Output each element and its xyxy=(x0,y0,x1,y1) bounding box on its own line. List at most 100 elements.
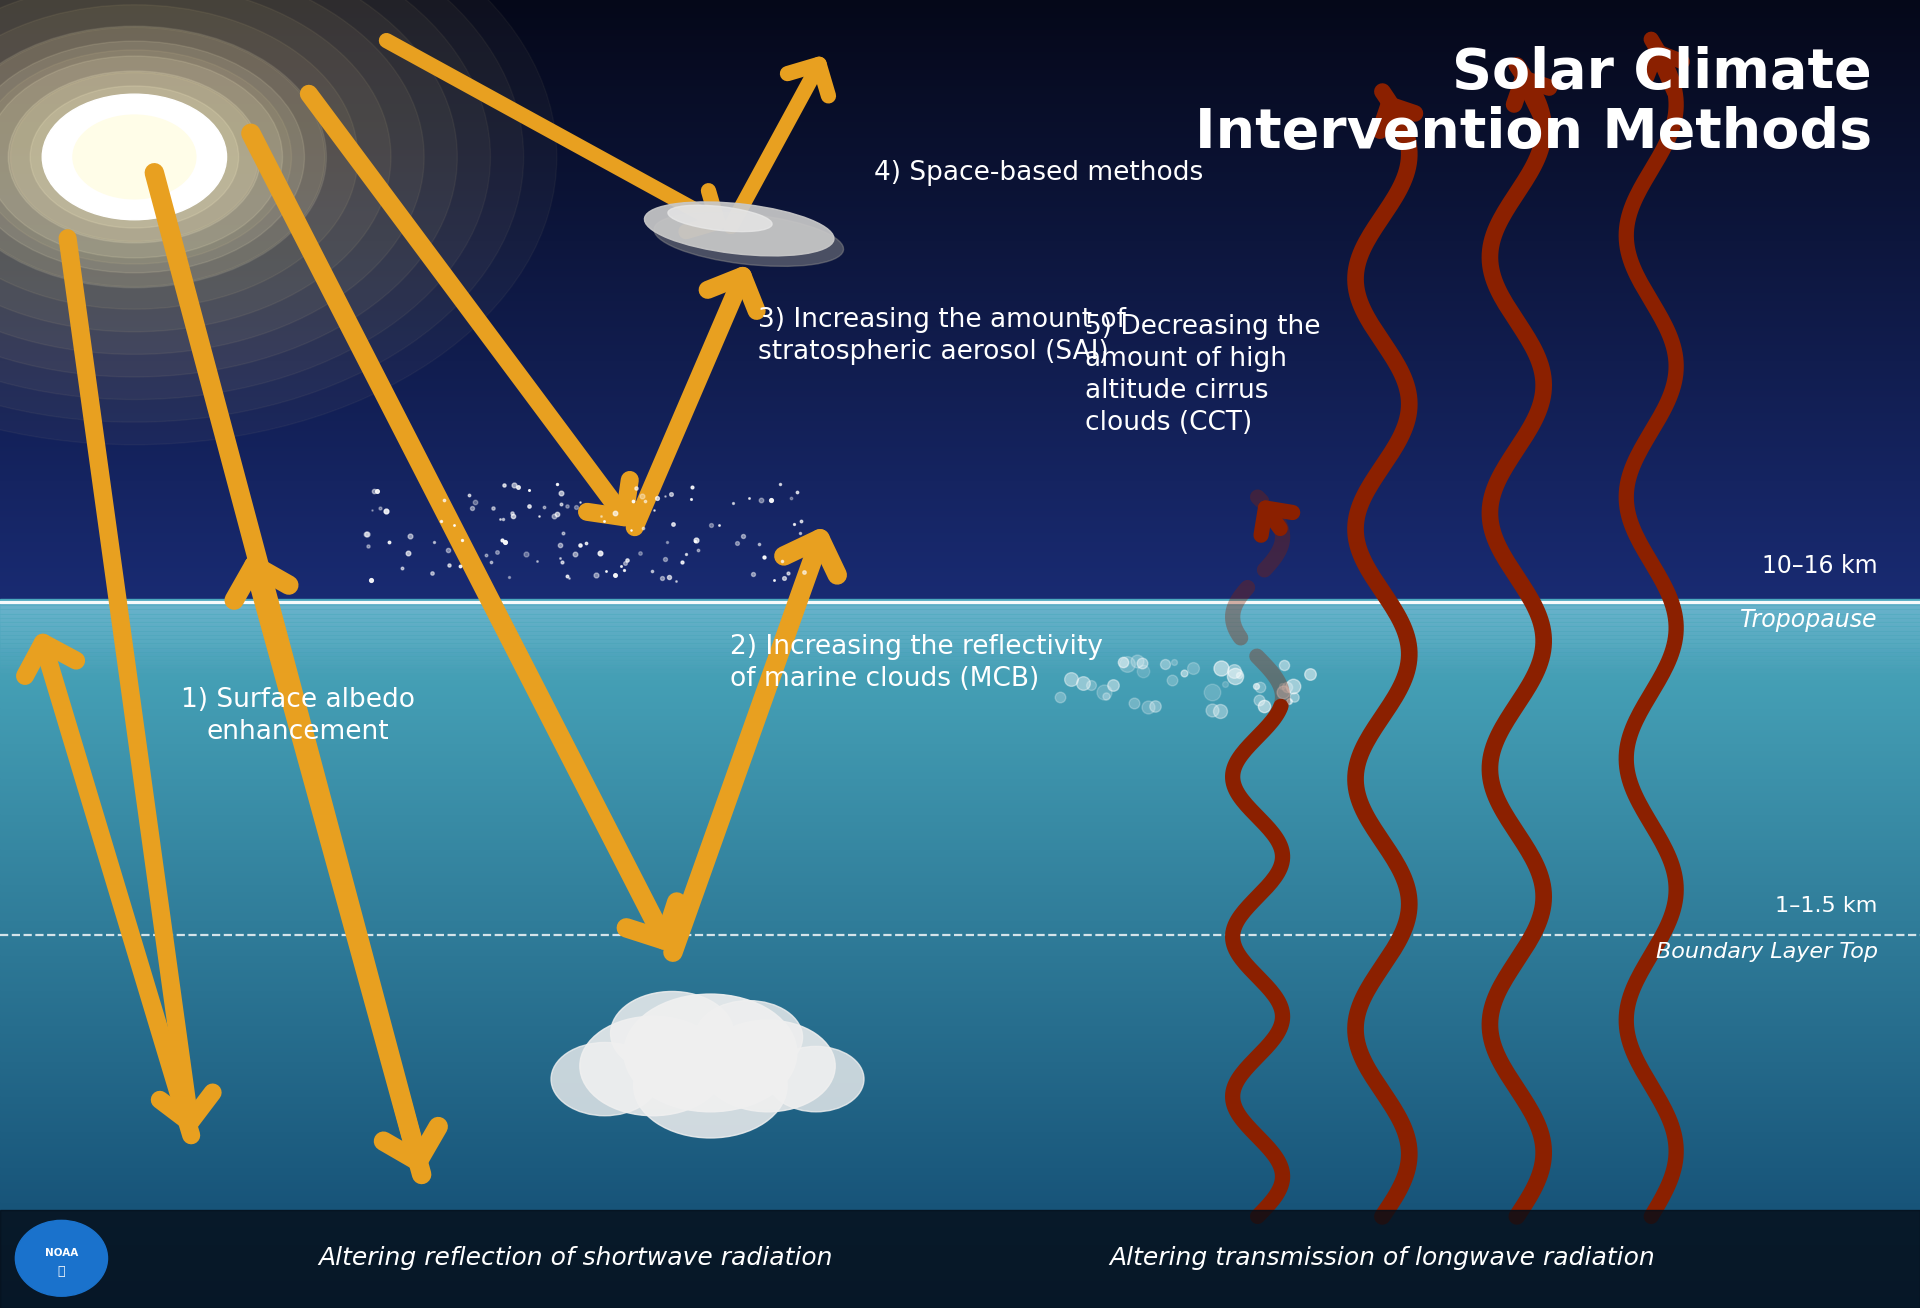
Bar xyxy=(0,982,1920,988)
Bar xyxy=(0,650,1920,651)
Bar xyxy=(0,658,1920,659)
Bar xyxy=(0,337,1920,343)
Bar xyxy=(0,69,1920,75)
Bar xyxy=(0,344,1920,349)
Bar xyxy=(0,615,1920,620)
Text: Solar Climate
Intervention Methods: Solar Climate Intervention Methods xyxy=(1194,46,1872,160)
Bar xyxy=(0,602,1920,603)
Bar xyxy=(0,814,1920,819)
Bar xyxy=(0,400,1920,405)
Bar xyxy=(0,220,1920,225)
Bar xyxy=(0,428,1920,433)
Bar xyxy=(0,1147,1920,1152)
Bar xyxy=(0,3,1920,8)
Bar xyxy=(0,712,1920,717)
Bar xyxy=(0,1162,1920,1167)
Bar xyxy=(0,521,1920,526)
Bar xyxy=(0,785,1920,790)
Bar xyxy=(0,569,1920,574)
Bar xyxy=(0,744,1920,749)
Bar xyxy=(0,655,1920,657)
Bar xyxy=(0,1117,1920,1122)
Bar xyxy=(0,610,1920,611)
Bar xyxy=(0,603,1920,604)
Bar xyxy=(0,112,1920,118)
Bar xyxy=(0,577,1920,582)
Bar xyxy=(0,115,1920,120)
Bar xyxy=(0,663,1920,664)
Bar xyxy=(0,1188,1920,1193)
Circle shape xyxy=(10,72,259,242)
Bar xyxy=(0,702,1920,708)
Bar xyxy=(0,1131,1920,1137)
Bar xyxy=(0,33,1920,38)
Bar xyxy=(0,353,1920,358)
Bar xyxy=(0,944,1920,950)
Bar xyxy=(0,879,1920,884)
Bar xyxy=(0,661,1920,662)
Bar xyxy=(0,205,1920,211)
Bar xyxy=(0,825,1920,831)
Circle shape xyxy=(73,115,196,199)
Bar xyxy=(0,1247,1920,1252)
Bar xyxy=(0,672,1920,674)
Bar xyxy=(0,632,1920,637)
Text: NOAA: NOAA xyxy=(44,1248,79,1258)
Bar xyxy=(0,296,1920,301)
Bar xyxy=(0,1230,1920,1235)
Bar xyxy=(0,636,1920,637)
Bar xyxy=(0,250,1920,255)
Bar xyxy=(0,360,1920,365)
Bar xyxy=(0,1108,1920,1113)
Bar xyxy=(0,615,1920,616)
Bar xyxy=(0,255,1920,260)
Bar xyxy=(0,964,1920,969)
Bar xyxy=(0,726,1920,731)
Circle shape xyxy=(42,94,227,220)
Bar xyxy=(0,1079,1920,1084)
Text: Altering reflection of shortwave radiation: Altering reflection of shortwave radiati… xyxy=(319,1247,833,1270)
Circle shape xyxy=(0,0,424,354)
Bar xyxy=(0,1192,1920,1197)
Bar xyxy=(0,281,1920,286)
Bar xyxy=(0,1203,1920,1209)
Bar xyxy=(0,884,1920,889)
Circle shape xyxy=(77,118,192,196)
Bar xyxy=(0,832,1920,837)
Bar xyxy=(0,1129,1920,1134)
Bar xyxy=(0,127,1920,132)
Bar xyxy=(0,950,1920,955)
Bar xyxy=(0,761,1920,766)
Bar xyxy=(0,662,1920,667)
Bar xyxy=(0,198,1920,203)
Bar xyxy=(0,1032,1920,1037)
Bar xyxy=(0,379,1920,385)
Bar xyxy=(0,194,1920,199)
Bar xyxy=(0,322,1920,327)
Bar xyxy=(0,135,1920,140)
Bar xyxy=(0,532,1920,538)
Bar xyxy=(0,272,1920,277)
Bar xyxy=(0,518,1920,523)
Bar xyxy=(0,1067,1920,1073)
Bar xyxy=(0,658,1920,663)
Bar xyxy=(0,386,1920,391)
Bar xyxy=(0,640,1920,641)
Bar xyxy=(0,63,1920,68)
Bar xyxy=(0,288,1920,293)
Bar xyxy=(0,1141,1920,1146)
Bar xyxy=(0,438,1920,443)
Bar xyxy=(0,1144,1920,1150)
Bar xyxy=(0,424,1920,429)
Bar xyxy=(0,650,1920,655)
Bar xyxy=(0,67,1920,72)
Bar xyxy=(0,764,1920,769)
Bar xyxy=(0,560,1920,565)
Bar xyxy=(0,776,1920,781)
Bar xyxy=(0,454,1920,459)
Bar xyxy=(0,629,1920,634)
Bar xyxy=(0,77,1920,82)
Bar xyxy=(0,496,1920,501)
Bar xyxy=(0,436,1920,441)
Bar xyxy=(0,838,1920,844)
